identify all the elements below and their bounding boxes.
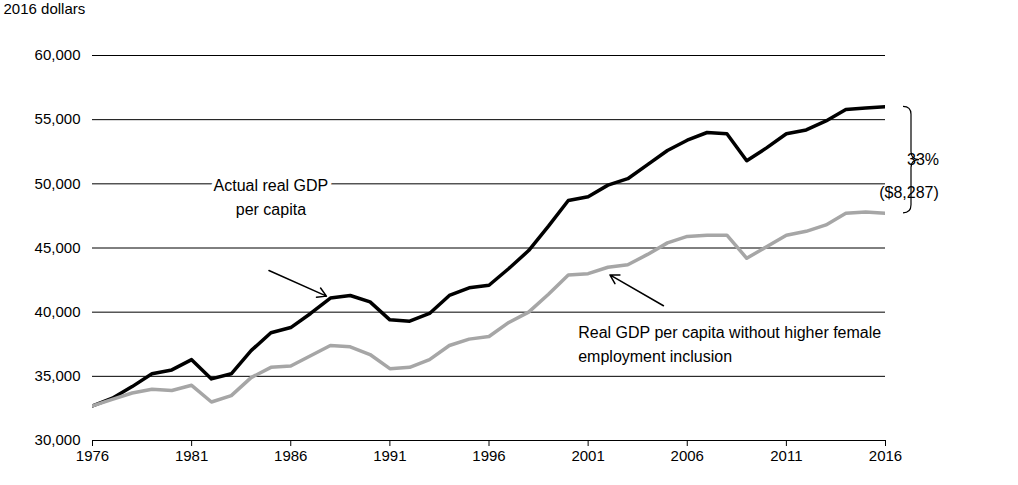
svg-text:50,000: 50,000 [35, 175, 81, 192]
svg-text:2011: 2011 [770, 447, 802, 464]
svg-text:30,000: 30,000 [35, 431, 81, 448]
svg-text:Actual real GDPper capita: Actual real GDPper capita [214, 177, 329, 218]
svg-text:1991: 1991 [373, 447, 406, 464]
svg-text:40,000: 40,000 [35, 303, 81, 320]
svg-text:1986: 1986 [274, 447, 307, 464]
svg-text:33%: 33% [907, 151, 939, 168]
svg-text:1976: 1976 [76, 447, 109, 464]
svg-text:1996: 1996 [472, 447, 505, 464]
svg-text:2016: 2016 [869, 447, 902, 464]
svg-text:1981: 1981 [175, 447, 208, 464]
svg-text:2006: 2006 [671, 447, 704, 464]
svg-text:2001: 2001 [571, 447, 604, 464]
svg-text:2016 dollars: 2016 dollars [4, 0, 86, 17]
svg-text:55,000: 55,000 [35, 110, 81, 127]
svg-text:45,000: 45,000 [35, 239, 81, 256]
svg-text:Real GDP per capita without hi: Real GDP per capita without higher femal… [578, 324, 881, 365]
svg-text:($8,287): ($8,287) [879, 184, 939, 201]
svg-text:35,000: 35,000 [35, 367, 81, 384]
svg-text:60,000: 60,000 [35, 46, 81, 63]
